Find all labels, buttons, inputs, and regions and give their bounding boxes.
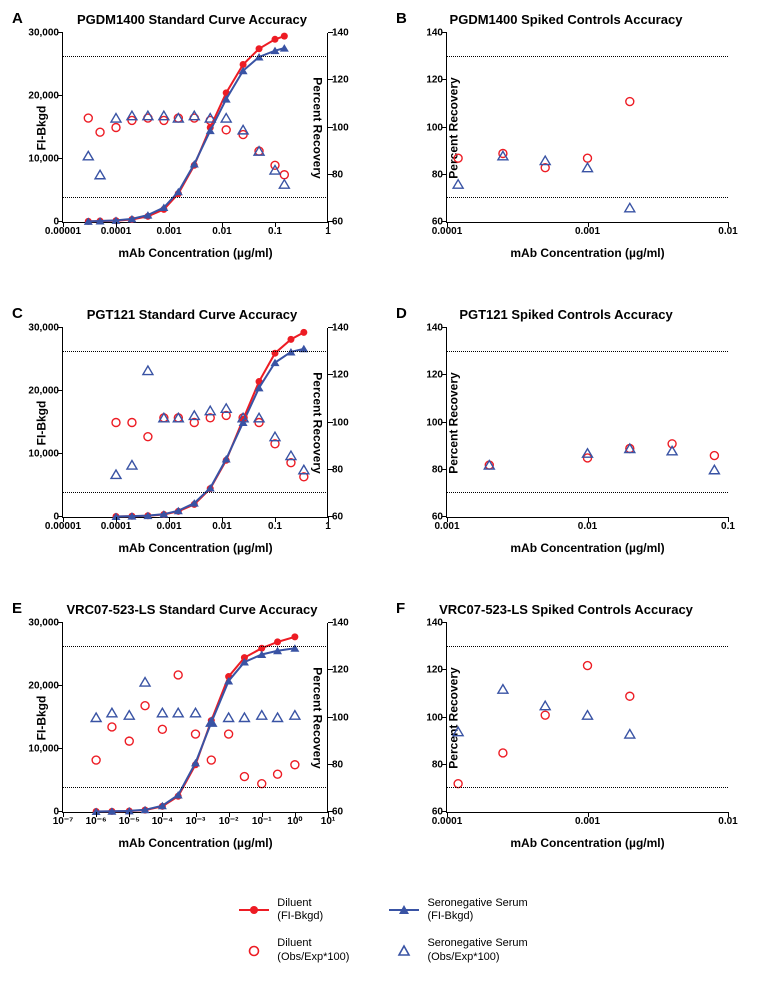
legend-col-2: Seronegative Serum(FI-Bkgd) Seronegative… bbox=[389, 897, 527, 964]
legend-seroneg-fi: Seronegative Serum(FI-Bkgd) bbox=[389, 897, 527, 923]
panel-label-E: E bbox=[12, 600, 22, 617]
plot-A: FI-Bkgd Percent Recovery mAb Concentrati… bbox=[62, 33, 328, 223]
figure: A PGDM1400 Standard Curve Accuracy FI-Bk… bbox=[12, 12, 755, 964]
row-2: C PGT121 Standard Curve Accuracy FI-Bkgd… bbox=[12, 307, 755, 562]
legend-seroneg-obs: Seronegative Serum(Obs/Exp*100) bbox=[389, 937, 527, 963]
plot-F: Percent Recovery mAb Concentration (µg/m… bbox=[446, 623, 728, 813]
panel-C: C PGT121 Standard Curve Accuracy FI-Bkgd… bbox=[12, 307, 372, 562]
panel-label-C: C bbox=[12, 305, 23, 322]
plot-D: Percent Recovery mAb Concentration (µg/m… bbox=[446, 328, 728, 518]
panel-title-E: VRC07-523-LS Standard Curve Accuracy bbox=[12, 602, 372, 617]
xlabel-C: mAb Concentration (µg/ml) bbox=[118, 541, 272, 555]
legend-diluent-obs: Diluent(Obs/Exp*100) bbox=[239, 937, 349, 963]
panel-label-A: A bbox=[12, 10, 23, 27]
legend-text-diluent-fi: Diluent(FI-Bkgd) bbox=[277, 897, 323, 923]
legend-col-1: Diluent(FI-Bkgd) Diluent(Obs/Exp*100) bbox=[239, 897, 349, 964]
plot-E: FI-Bkgd Percent Recovery mAb Concentrati… bbox=[62, 623, 328, 813]
xlabel-A: mAb Concentration (µg/ml) bbox=[118, 246, 272, 260]
legend-text-seroneg-fi: Seronegative Serum(FI-Bkgd) bbox=[427, 897, 527, 923]
legend-text-seroneg-obs: Seronegative Serum(Obs/Exp*100) bbox=[427, 937, 527, 963]
swatch-seroneg-obs bbox=[389, 943, 419, 959]
swatch-seroneg-fi bbox=[389, 902, 419, 918]
svg-D bbox=[447, 328, 728, 517]
panel-F: F VRC07-523-LS Spiked Controls Accuracy … bbox=[396, 602, 736, 857]
panel-B: B PGDM1400 Spiked Controls Accuracy Perc… bbox=[396, 12, 736, 267]
row-1: A PGDM1400 Standard Curve Accuracy FI-Bk… bbox=[12, 12, 755, 267]
panel-label-B: B bbox=[396, 10, 407, 27]
plot-B: Percent Recovery mAb Concentration (µg/m… bbox=[446, 33, 728, 223]
swatch-diluent-obs bbox=[239, 943, 269, 959]
panel-A: A PGDM1400 Standard Curve Accuracy FI-Bk… bbox=[12, 12, 372, 267]
svg-A bbox=[63, 33, 328, 222]
ylabel-left-E: FI-Bkgd bbox=[34, 695, 48, 740]
legend: Diluent(FI-Bkgd) Diluent(Obs/Exp*100) Se… bbox=[12, 897, 755, 964]
panel-E: E VRC07-523-LS Standard Curve Accuracy F… bbox=[12, 602, 372, 857]
panel-title-A: PGDM1400 Standard Curve Accuracy bbox=[12, 12, 372, 27]
xlabel-B: mAb Concentration (µg/ml) bbox=[510, 246, 664, 260]
svg-B bbox=[447, 33, 728, 222]
panel-D: D PGT121 Spiked Controls Accuracy Percen… bbox=[396, 307, 736, 562]
panel-label-F: F bbox=[396, 600, 405, 617]
swatch-diluent-fi bbox=[239, 902, 269, 918]
svg-C bbox=[63, 328, 328, 517]
panel-title-C: PGT121 Standard Curve Accuracy bbox=[12, 307, 372, 322]
svg-E bbox=[63, 623, 328, 812]
row-3: E VRC07-523-LS Standard Curve Accuracy F… bbox=[12, 602, 755, 857]
legend-diluent-fi: Diluent(FI-Bkgd) bbox=[239, 897, 349, 923]
xlabel-E: mAb Concentration (µg/ml) bbox=[118, 836, 272, 850]
xlabel-D: mAb Concentration (µg/ml) bbox=[510, 541, 664, 555]
ylabel-left-C: FI-Bkgd bbox=[34, 400, 48, 445]
legend-text-diluent-obs: Diluent(Obs/Exp*100) bbox=[277, 937, 349, 963]
panel-label-D: D bbox=[396, 305, 407, 322]
ylabel-left-A: FI-Bkgd bbox=[34, 105, 48, 150]
xlabel-F: mAb Concentration (µg/ml) bbox=[510, 836, 664, 850]
panel-title-D: PGT121 Spiked Controls Accuracy bbox=[396, 307, 736, 322]
svg-F bbox=[447, 623, 728, 812]
plot-C: FI-Bkgd Percent Recovery mAb Concentrati… bbox=[62, 328, 328, 518]
panel-title-F: VRC07-523-LS Spiked Controls Accuracy bbox=[396, 602, 736, 617]
panel-title-B: PGDM1400 Spiked Controls Accuracy bbox=[396, 12, 736, 27]
